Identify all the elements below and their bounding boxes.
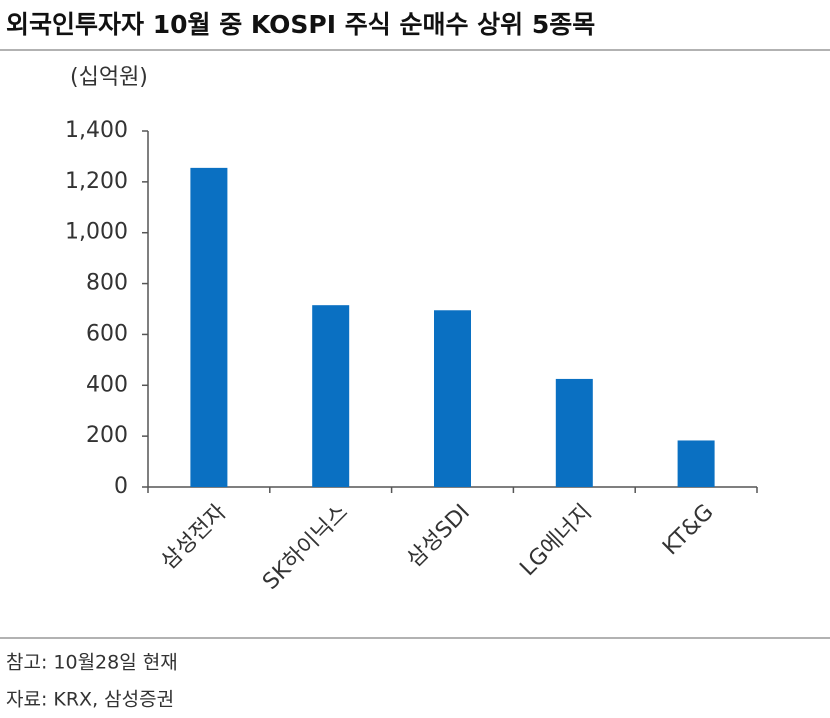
y-axis-label: (십억원) xyxy=(70,65,148,90)
x-tick-label: 삼성전자 xyxy=(156,500,231,575)
bar xyxy=(190,167,228,487)
y-tick-label: 1,200 xyxy=(65,169,128,194)
chart-title: 외국인투자자 10월 중 KOSPI 주식 순매수 상위 5종목 xyxy=(6,10,595,39)
note: 참고: 10월28일 현재 xyxy=(6,652,178,674)
y-tick-label: 800 xyxy=(86,271,128,296)
y-tick-label: 200 xyxy=(86,423,128,448)
x-tick-label: SK하이닉스 xyxy=(258,500,353,595)
x-tick-label: 삼성SDI xyxy=(402,500,475,573)
y-tick-label: 1,400 xyxy=(65,118,128,143)
y-tick-label: 0 xyxy=(114,474,128,499)
bar xyxy=(555,378,593,487)
bar xyxy=(312,305,350,487)
y-tick-label: 600 xyxy=(86,321,128,346)
bar xyxy=(677,440,715,487)
x-tick-label: LG에너지 xyxy=(515,500,596,581)
bar xyxy=(434,310,471,487)
y-tick-label: 400 xyxy=(86,372,128,397)
x-tick-label: KT&G xyxy=(658,500,718,560)
note: 자료: KRX, 삼성증권 xyxy=(6,689,174,711)
y-tick-label: 1,000 xyxy=(65,220,128,245)
